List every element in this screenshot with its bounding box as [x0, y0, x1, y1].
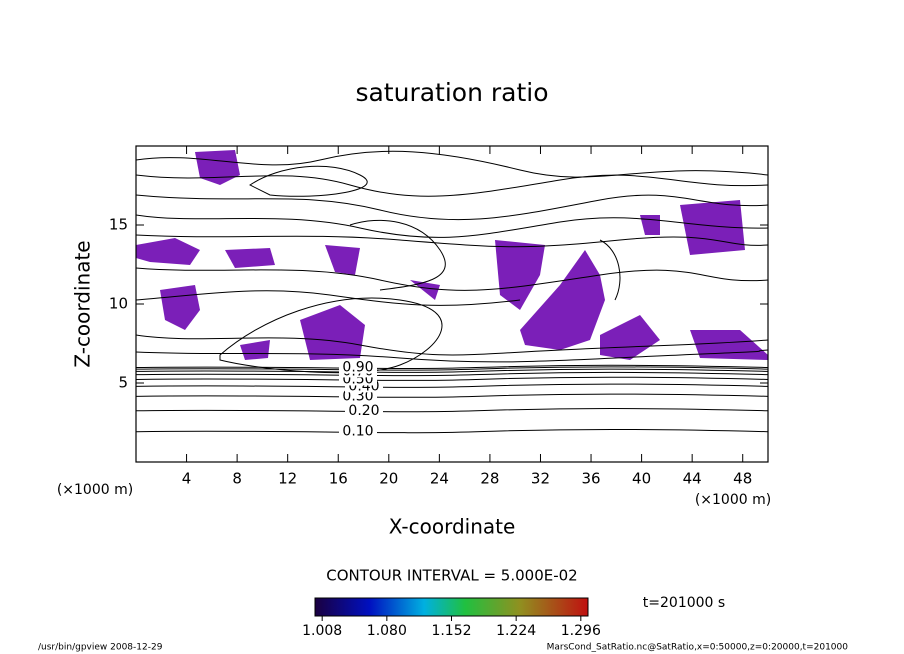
time-label: t=201000 s: [643, 595, 725, 611]
contour-label-bg: [339, 425, 377, 438]
contour-label: 0.10: [342, 424, 373, 440]
y-tick-label: 10: [109, 295, 128, 313]
x-axis-label: X-coordinate: [389, 515, 516, 539]
contour-label-bg: [345, 404, 383, 417]
contour-label: 0.20: [348, 403, 379, 419]
colorbar: [314, 597, 589, 617]
colorbar-tick-label: 1.008: [302, 623, 342, 639]
contour-line: [136, 393, 768, 398]
contour-interval: CONTOUR INTERVAL = 5.000E-02: [326, 567, 577, 585]
contour-line: [136, 428, 768, 434]
chart-title: saturation ratio: [355, 78, 548, 107]
x-unit-left: (×1000 m): [57, 482, 133, 498]
x-tick-label: 28: [480, 470, 499, 488]
contour-label-bg: [339, 361, 377, 374]
x-tick-label: 12: [278, 470, 297, 488]
colorbar-tick-label: 1.296: [561, 623, 601, 639]
x-tick-label: 20: [379, 470, 398, 488]
saturated-region: [136, 150, 768, 360]
x-tick-label: 36: [581, 470, 600, 488]
footer-left: /usr/bin/gpview 2008-12-29: [38, 643, 163, 653]
y-tick-label: 5: [118, 374, 128, 392]
contour-field: 0.100.200.300.400.500.700.90: [136, 150, 768, 440]
x-tick-label: 8: [232, 470, 242, 488]
contour-line: [136, 383, 768, 388]
x-tick-label: 40: [632, 470, 651, 488]
x-tick-label: 44: [683, 470, 702, 488]
colorbar-tick-label: 1.152: [431, 623, 471, 639]
x-tick-label: 16: [329, 470, 348, 488]
contour-texture: [136, 150, 768, 374]
x-tick-label: 24: [430, 470, 449, 488]
contour-line: [136, 376, 768, 381]
x-tick-label: 4: [182, 470, 192, 488]
y-tick-label: 15: [109, 216, 128, 234]
colorbar-tick-label: 1.080: [367, 623, 407, 639]
x-tick-label: 32: [531, 470, 550, 488]
contour-line: [136, 368, 768, 373]
plot-frame: [135, 145, 769, 463]
x-tick-label: 48: [733, 470, 752, 488]
contour-line: [136, 371, 768, 377]
y-axis-label: Z-coordinate: [71, 240, 95, 367]
footer-right: MarsCond_SatRatio.nc@SatRatio,x=0:50000,…: [547, 643, 849, 653]
contour-line: [136, 366, 768, 371]
colorbar-tick-label: 1.224: [496, 623, 536, 639]
contour-label: 0.90: [342, 360, 373, 376]
contour-line: [136, 364, 768, 370]
contour-line: [136, 408, 768, 413]
y-unit-right: (×1000 m): [695, 492, 771, 508]
contour-label-bg: [339, 390, 377, 403]
